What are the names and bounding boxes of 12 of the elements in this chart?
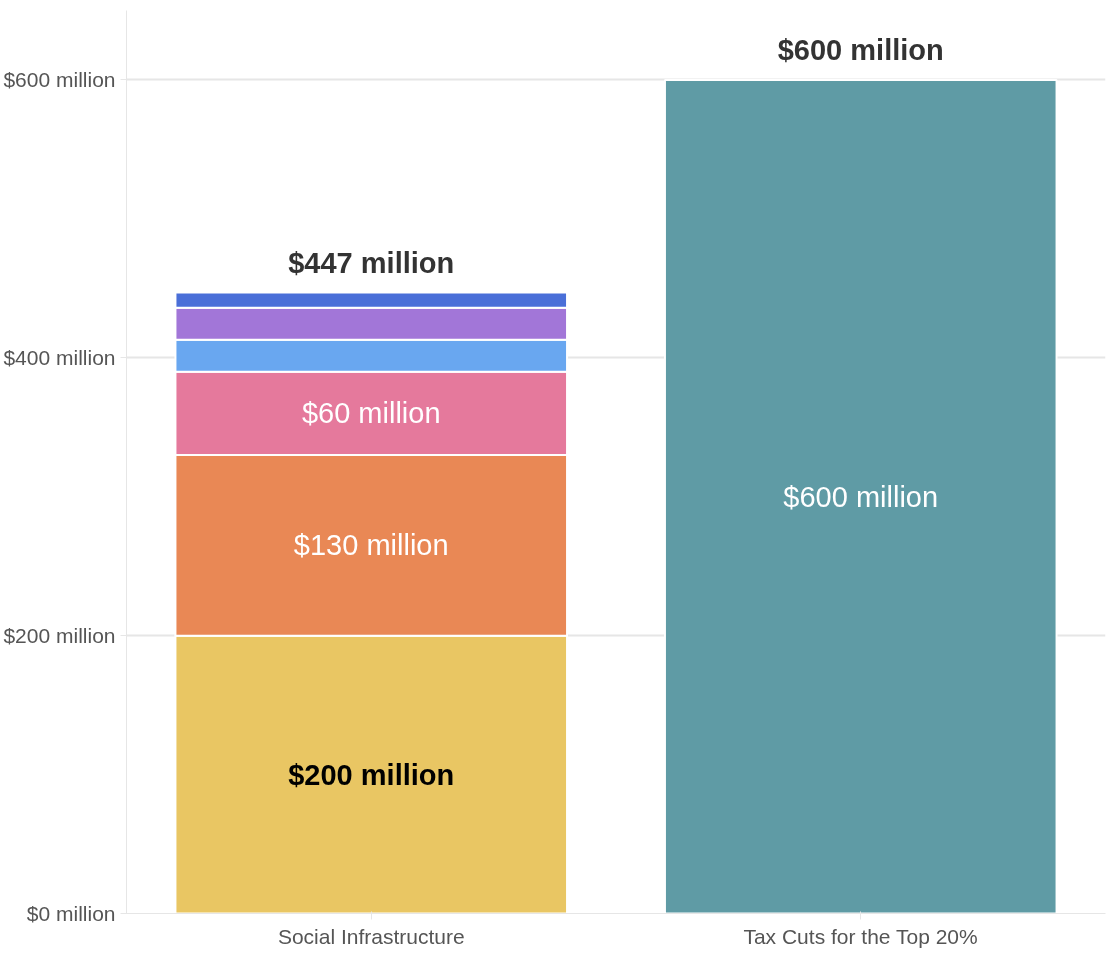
y-tick-label: $0 million [26,902,116,925]
y-tick-label: $200 million [3,624,116,648]
data-label: $60 million [301,397,441,430]
x-tick-label: Tax Cuts for the Top 20% [743,924,978,948]
y-tick-label: $600 million [3,68,116,92]
data-label: $130 million [293,529,449,562]
data-label: $200 million [288,758,455,791]
data-label: $600 million [783,480,939,513]
x-tick-label: Social Infrastructure [277,924,465,948]
total-label: $600 million [777,33,944,66]
total-label: $447 million [288,246,455,279]
y-tick-label: $400 million [3,346,116,370]
